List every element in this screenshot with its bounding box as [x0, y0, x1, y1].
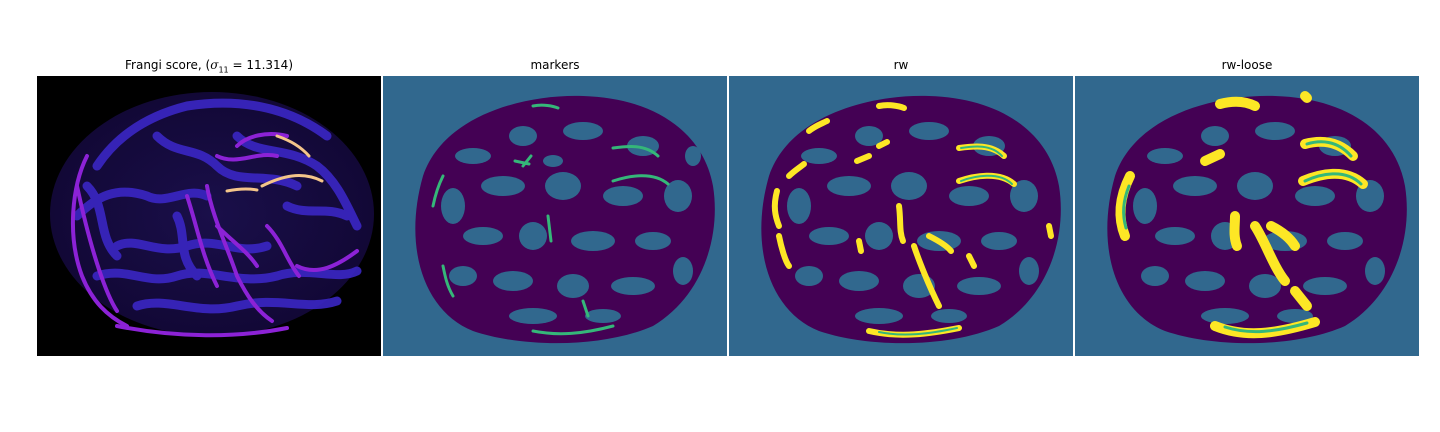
rw-segmentation-image [729, 76, 1073, 356]
rw-loose-panel-title: rw-loose [1221, 58, 1273, 72]
background-holes [441, 122, 701, 324]
marker-cores [1122, 140, 1363, 334]
rw-loose-segmentation-image [1075, 76, 1419, 356]
frangi-score-image [37, 76, 381, 356]
marker-labels [431, 103, 670, 336]
marker-cores [878, 145, 1013, 336]
rw-panel-title: rw [893, 58, 909, 72]
frangi-strong-response [225, 134, 324, 193]
frangi-vessels [70, 132, 359, 338]
frangi-panel-title: Frangi score, (σ11 = 11.314) [125, 58, 293, 75]
markers-image [383, 76, 727, 356]
markers-panel-title: markers [530, 58, 580, 72]
